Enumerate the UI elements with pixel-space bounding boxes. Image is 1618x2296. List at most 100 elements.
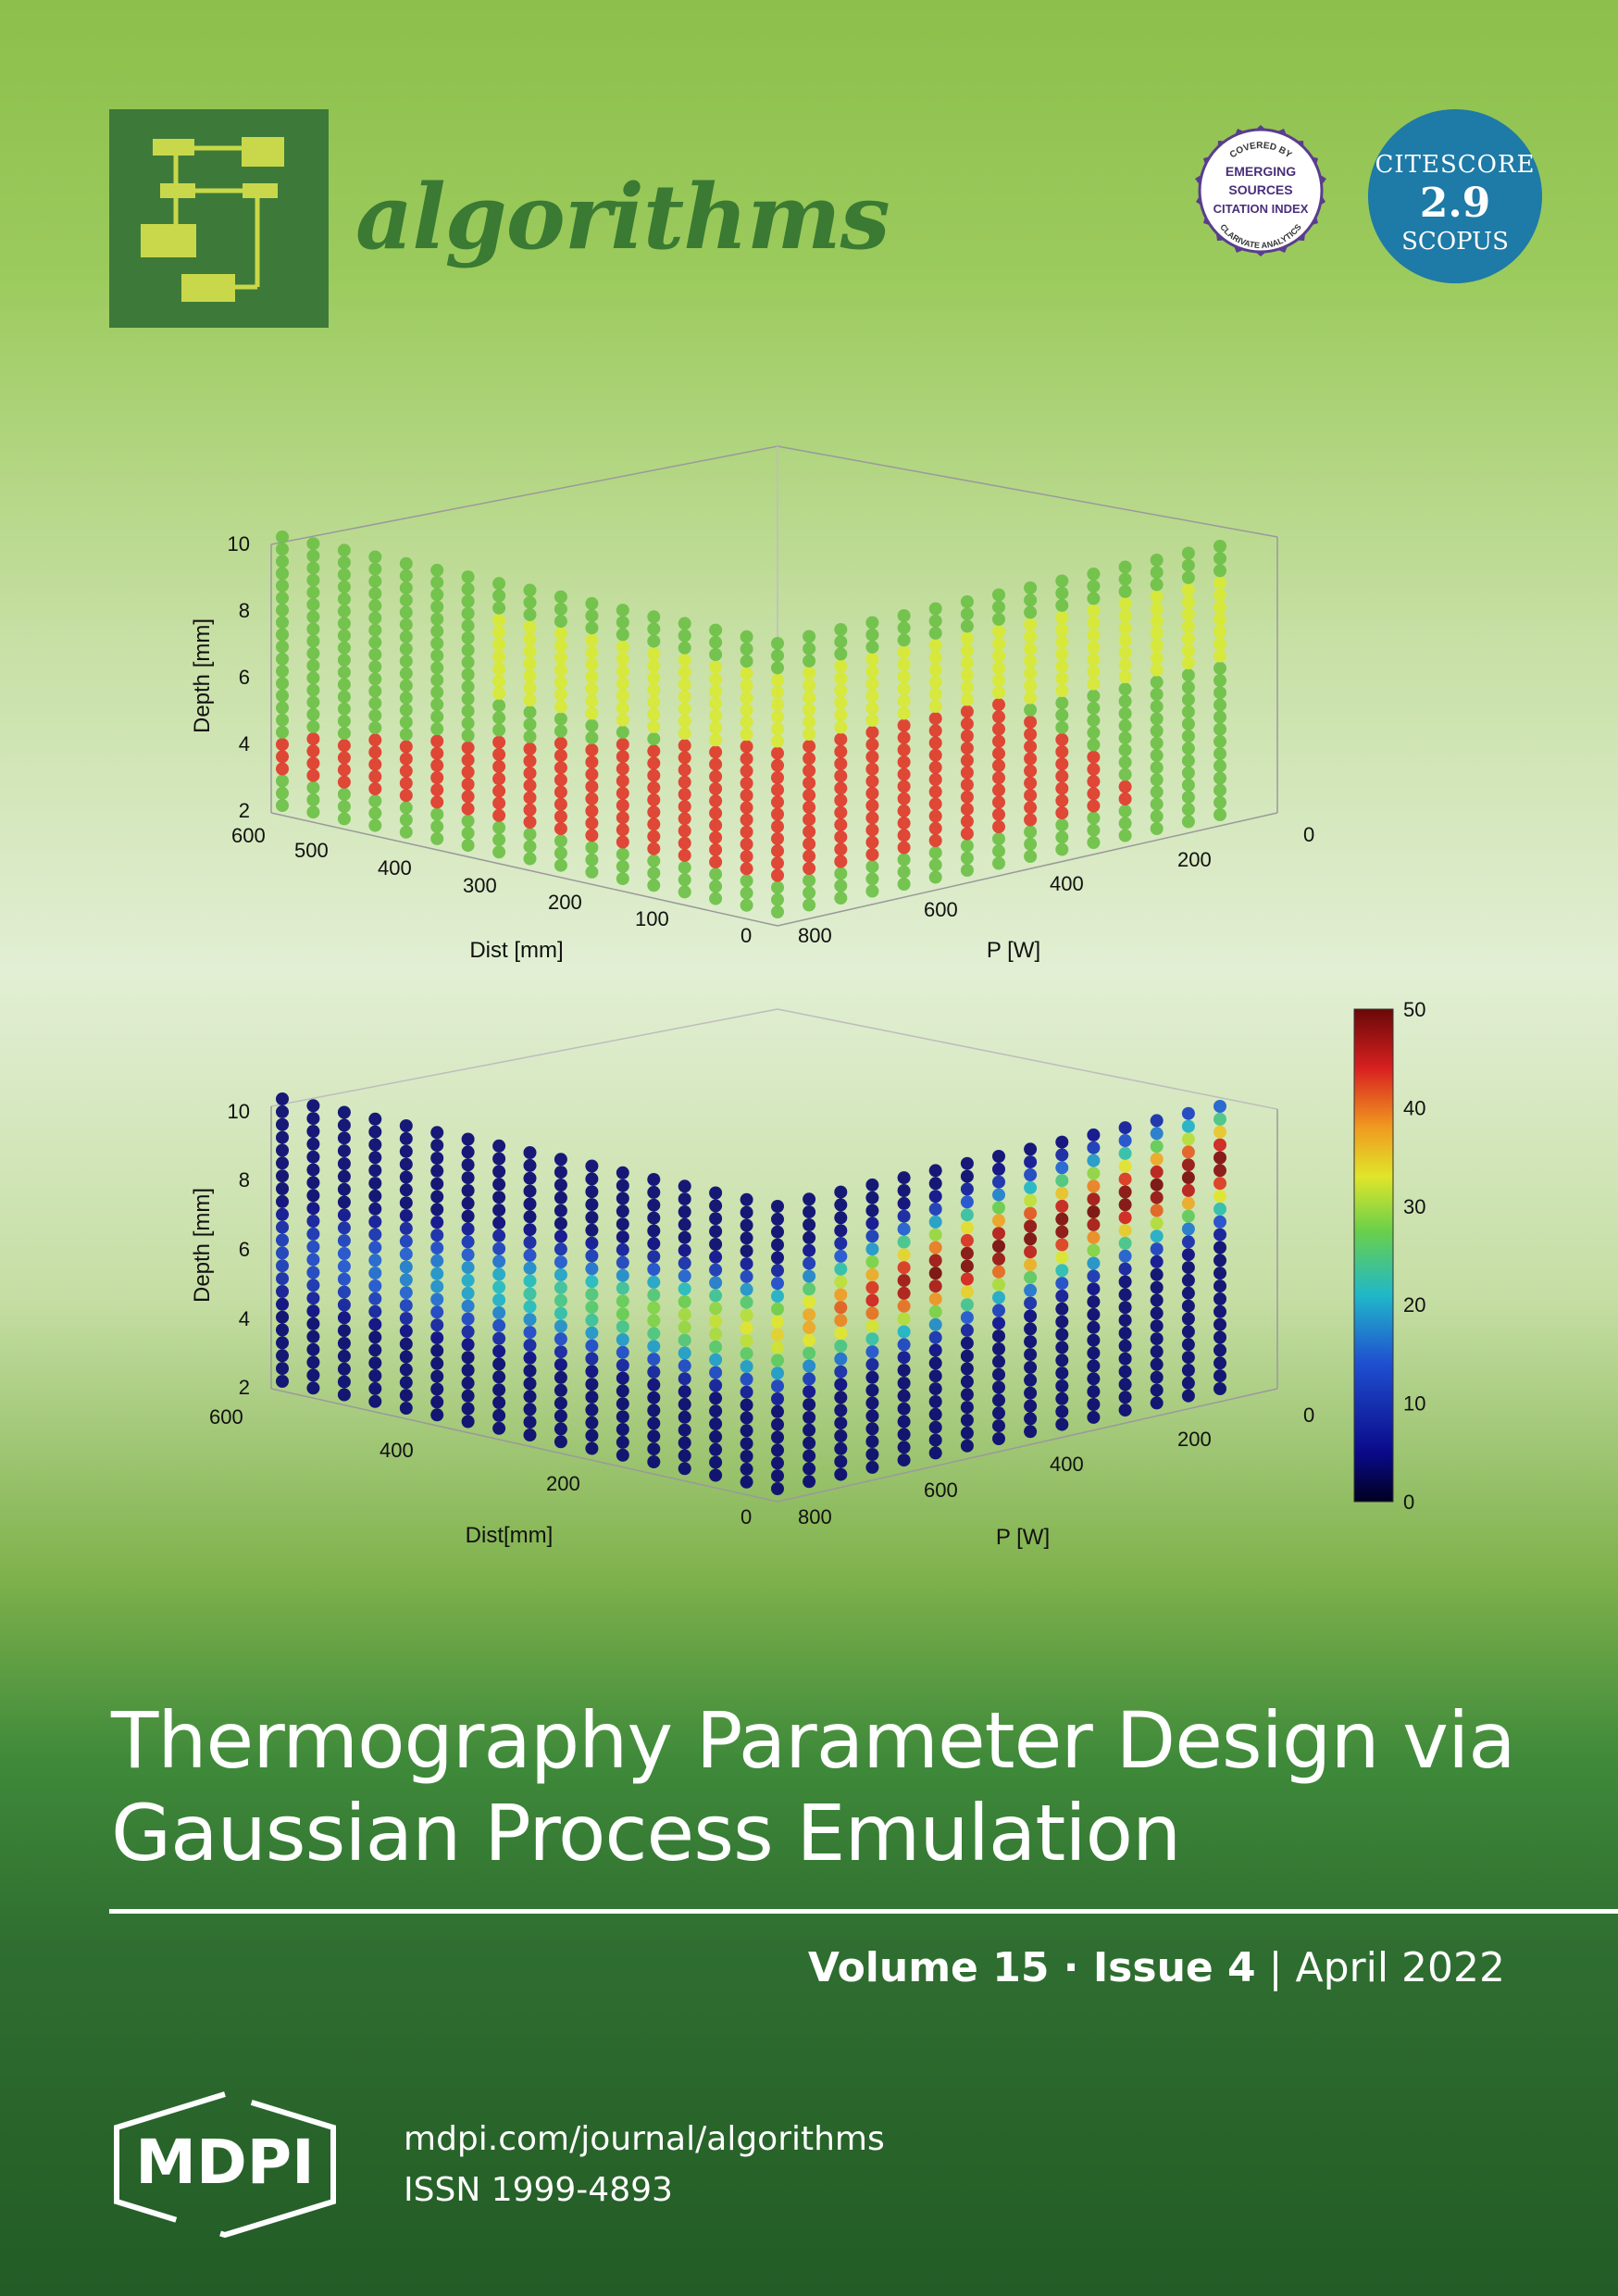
data-point [771, 1482, 784, 1495]
data-point [1055, 647, 1069, 661]
data-point [1181, 742, 1195, 755]
data-point [709, 1263, 723, 1277]
data-point [276, 1220, 289, 1234]
journal-url[interactable]: mdpi.com/journal/algorithms [404, 2120, 885, 2158]
data-point [461, 1299, 475, 1313]
data-point [1181, 619, 1195, 633]
data-point [585, 1352, 599, 1366]
data-point [1181, 1325, 1195, 1339]
chart1-x-label: Dist [mm] [469, 938, 563, 963]
data-point [368, 708, 382, 722]
data-point [960, 655, 974, 669]
data-point [430, 1305, 444, 1319]
data-point [678, 812, 691, 826]
data-point [368, 648, 382, 661]
data-point [585, 1326, 599, 1340]
data-point [1055, 1212, 1069, 1226]
data-point [960, 1156, 974, 1170]
data-point [1150, 712, 1164, 726]
data-point [1181, 1364, 1195, 1377]
data-point [276, 677, 289, 691]
data-point [960, 668, 974, 682]
data-point [897, 633, 911, 647]
data-point [865, 1280, 879, 1294]
data-point [1118, 1327, 1132, 1340]
data-point [1150, 1280, 1164, 1294]
data-point [337, 568, 351, 581]
data-point [803, 728, 816, 741]
issue-date: April 2022 [1295, 1944, 1505, 1991]
data-point [1024, 703, 1038, 717]
citescore-source: SCOPUS [1401, 228, 1509, 256]
data-point [771, 795, 784, 809]
data-point [992, 649, 1005, 663]
data-point [960, 1195, 974, 1209]
data-point [337, 690, 351, 704]
data-point [430, 795, 444, 809]
data-point [1181, 1209, 1195, 1223]
data-point [803, 1218, 816, 1231]
data-point [554, 834, 567, 848]
data-point [492, 1370, 506, 1384]
data-point [554, 615, 567, 629]
data-point [897, 1338, 911, 1352]
data-point [1024, 716, 1038, 729]
data-point [834, 1211, 848, 1225]
data-point [306, 1112, 320, 1126]
data-point [337, 1311, 351, 1325]
data-point [461, 643, 475, 657]
data-point [306, 1099, 320, 1113]
data-point [523, 779, 537, 792]
data-point [461, 1415, 475, 1429]
data-point [554, 602, 567, 616]
data-point [647, 1198, 661, 1212]
chart1-x-tick: 200 [548, 891, 582, 914]
data-point [834, 1404, 848, 1417]
data-point [616, 677, 629, 691]
data-point [430, 661, 444, 675]
data-point [554, 1255, 567, 1269]
data-point [585, 730, 599, 744]
data-point [306, 671, 320, 685]
data-point [554, 1293, 567, 1307]
data-point [461, 1132, 475, 1146]
data-point [337, 775, 351, 789]
data-point [1150, 675, 1164, 689]
data-point [897, 1196, 911, 1210]
data-point [1150, 761, 1164, 775]
chart1-axes-frame [270, 445, 1278, 927]
data-point [1055, 1289, 1069, 1303]
data-point [1024, 728, 1038, 742]
data-point [1181, 766, 1195, 780]
data-point [337, 1105, 351, 1119]
data-point [616, 1294, 629, 1308]
data-point [430, 612, 444, 626]
data-point [834, 1301, 848, 1315]
data-point [803, 1475, 816, 1489]
data-point [461, 1402, 475, 1416]
data-point [740, 801, 753, 815]
data-point [803, 1243, 816, 1257]
data-point [1150, 1254, 1164, 1268]
data-point [647, 659, 661, 672]
data-point [523, 755, 537, 767]
data-point [368, 818, 382, 832]
data-point [1024, 593, 1038, 607]
data-point [554, 1280, 567, 1294]
data-point [709, 1404, 723, 1418]
data-point [399, 1157, 413, 1171]
data-point [771, 734, 784, 748]
data-point [647, 1429, 661, 1443]
data-point [492, 662, 506, 676]
data-point [897, 1184, 911, 1197]
data-point [554, 749, 567, 763]
data-point [834, 855, 848, 868]
data-point [492, 601, 506, 615]
data-point [461, 1376, 475, 1390]
data-point [554, 1422, 567, 1436]
data-point [306, 1227, 320, 1241]
data-point [1087, 726, 1101, 740]
data-point [771, 1443, 784, 1457]
data-point [1087, 604, 1101, 618]
data-point [1181, 607, 1195, 621]
